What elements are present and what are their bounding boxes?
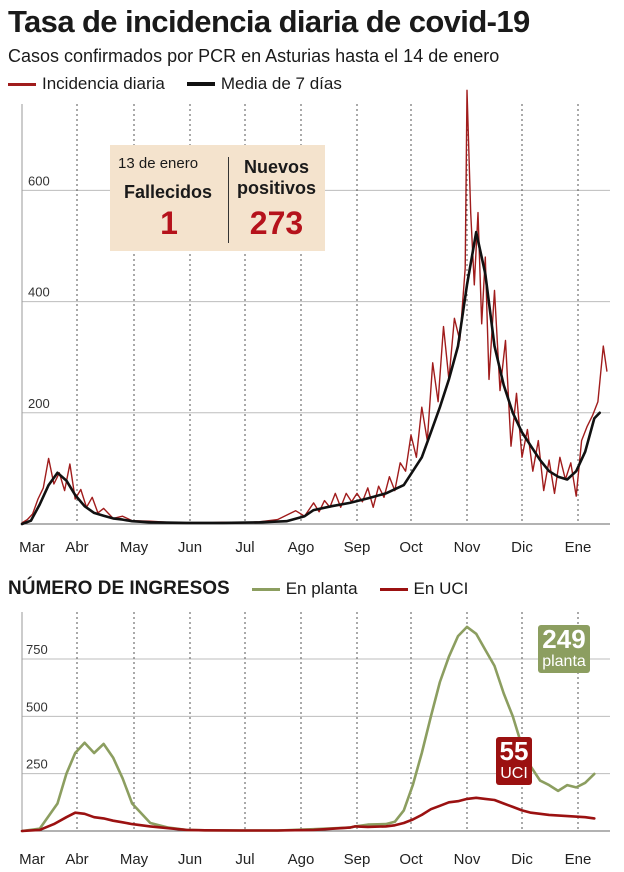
chart1-ytick-400: 400 (28, 285, 50, 300)
chart1-xtick-Ene: Ene (565, 539, 592, 556)
chart1-xtick-Jun: Jun (178, 539, 202, 556)
uci-badge-label: UCI (500, 765, 528, 782)
uci-badge: 55 UCI (496, 737, 532, 785)
legend-incidence-label: Incidencia diaria (42, 74, 165, 93)
chart2-xtick-Jul: Jul (235, 851, 254, 868)
chart2-ytick-750: 750 (26, 642, 48, 657)
chart1-ytick-600: 600 (28, 173, 50, 188)
infobox-positives-label: Nuevos positivos (228, 157, 325, 199)
infobox-positives-value: 273 (249, 205, 304, 241)
chart1-xtick-Abr: Abr (65, 539, 88, 556)
legend-average: Media de 7 días (186, 74, 342, 94)
chart2-ytick-500: 500 (26, 699, 48, 714)
legend-average-swatch (186, 82, 215, 86)
legend-planta-label: En planta (285, 579, 358, 598)
chart1-xtick-Sep: Sep (344, 539, 371, 556)
chart2-header: NÚMERO DE INGRESOS En planta En UCI (8, 578, 468, 600)
planta-badge-label: planta (542, 653, 586, 670)
chart2-series-primary (20, 625, 596, 833)
chart2-xtick-Ene: Ene (565, 851, 592, 868)
chart1-xtick-Mar: Mar (19, 539, 45, 556)
chart1-legend: Incidencia diaria Media de 7 días (8, 74, 356, 94)
chart2-ytick-250: 250 (26, 757, 48, 772)
page-title: Tasa de incidencia diaria de covid-19 (8, 4, 530, 39)
uci-badge-value: 55 (499, 736, 529, 766)
chart1-xtick-Nov: Nov (454, 539, 481, 556)
legend-uci: En UCI (379, 579, 469, 599)
chart2-xtick-Abr: Abr (65, 851, 88, 868)
chart2-xtick-Oct: Oct (399, 851, 423, 868)
infobox-divider (228, 157, 229, 243)
legend-planta-swatch (251, 587, 280, 591)
chart2-xtick-Dic: Dic (511, 851, 533, 868)
chart1-xtick-Ago: Ago (288, 539, 315, 556)
legend-incidence-swatch (8, 82, 36, 86)
chart2-xtick-Mar: Mar (19, 851, 45, 868)
chart1-ytick-200: 200 (28, 396, 50, 411)
infobox-date: 13 de enero (118, 155, 199, 172)
infobox-positives-label-line1: Nuevos (243, 157, 310, 177)
chart2-xtick-Sep: Sep (344, 851, 371, 868)
chart2-xtick-May: May (120, 851, 149, 868)
chart2-title: NÚMERO DE INGRESOS (8, 578, 230, 599)
chart2-xtick-Jun: Jun (178, 851, 202, 868)
legend-average-label: Media de 7 días (220, 74, 342, 93)
chart1-series-primary (21, 89, 608, 524)
infobox-positives-label-line2: positivos (236, 178, 316, 198)
infobox-deaths-label: Fallecidos (124, 182, 213, 202)
legend-uci-label: En UCI (413, 579, 469, 598)
chart1-xtick-Oct: Oct (399, 539, 423, 556)
planta-badge: 249 planta (538, 625, 590, 673)
infobox: 13 de enero Fallecidos 1 Nuevos positivo… (110, 145, 325, 251)
infobox-deaths-value: 1 (160, 205, 178, 241)
chart1-xtick-Dic: Dic (511, 539, 533, 556)
planta-badge-value: 249 (542, 624, 586, 654)
chart2-xtick-Nov: Nov (454, 851, 481, 868)
legend-uci-swatch (379, 587, 408, 591)
page-subtitle: Casos confirmados por PCR en Asturias ha… (8, 46, 500, 66)
legend-incidence: Incidencia diaria (8, 74, 165, 94)
chart2-series-secondary (20, 796, 596, 833)
chart1-xtick-May: May (120, 539, 149, 556)
chart1-xtick-Jul: Jul (235, 539, 254, 556)
chart2-xtick-Ago: Ago (288, 851, 315, 868)
legend-planta: En planta (251, 579, 358, 599)
chart1-series-secondary (20, 230, 602, 526)
